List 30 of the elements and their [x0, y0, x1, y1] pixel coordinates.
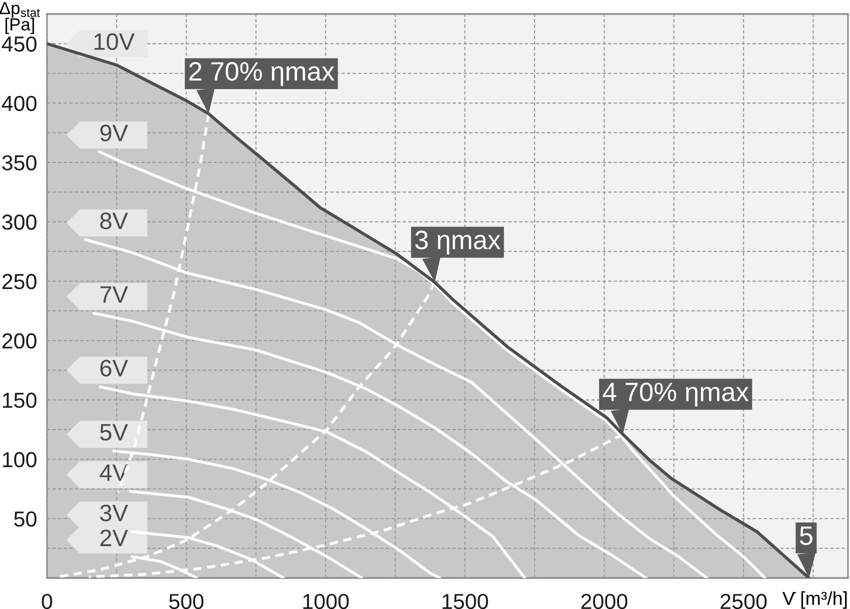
- x-tick-label: 1000: [303, 594, 349, 609]
- y-tick-label: 350: [2, 155, 36, 170]
- series-label: 10V: [94, 33, 135, 50]
- series-label: 5V: [100, 424, 128, 441]
- series-label: 3V: [100, 504, 128, 522]
- series-label: 6V: [100, 360, 128, 377]
- series-label: 9V: [100, 124, 128, 142]
- series-label: 7V: [100, 286, 128, 303]
- y-tick-label: 300: [2, 214, 36, 230]
- x-tick-label: 2000: [581, 594, 628, 609]
- x-tick-label: 500: [169, 594, 204, 609]
- annotation: 3 ηmax: [415, 230, 500, 255]
- series-label: 8V: [100, 212, 128, 230]
- annotation: 2 70% ηmax: [189, 62, 334, 86]
- x-tick-label: 0: [42, 594, 52, 609]
- series-label: 4V: [100, 464, 128, 481]
- x-tick-label: 2500: [720, 594, 767, 609]
- y-tick-label: 400: [2, 96, 36, 112]
- y-tick-label: 100: [3, 452, 36, 468]
- x-axis-title: V̇ [m³/h]: [782, 591, 847, 609]
- y-axis-title: Δp$_{stat}$ [Pa]: [0, 2, 40, 34]
- x-tick-label: 1500: [442, 594, 488, 609]
- series-label: 2V: [100, 530, 128, 546]
- y-tick-label: 200: [2, 333, 36, 349]
- y-tick-label: 450: [2, 36, 36, 52]
- y-tick-label: 250: [2, 274, 36, 290]
- y-tick-label: 50: [14, 511, 36, 527]
- annotation: 5: [800, 526, 812, 546]
- y-tick-label: 150: [3, 392, 36, 408]
- annotation: 4 70% ηmax: [602, 382, 749, 407]
